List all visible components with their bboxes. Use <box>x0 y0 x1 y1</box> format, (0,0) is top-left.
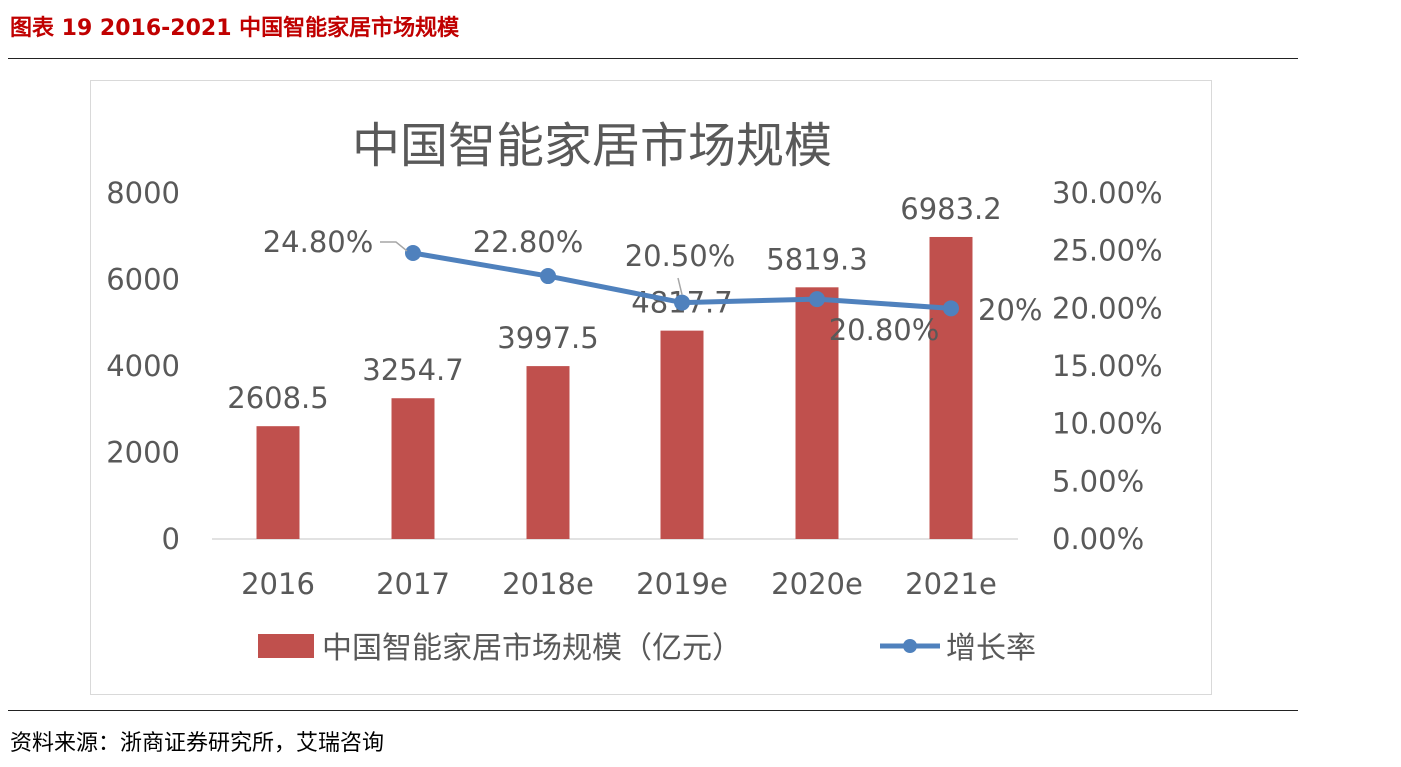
bar-data-label: 5819.3 <box>766 242 867 276</box>
bar <box>391 398 435 539</box>
left-tick-label: 8000 <box>106 176 180 210</box>
legend-line-label: 增长率 <box>946 631 1036 666</box>
growth-data-label: 22.80% <box>473 225 584 259</box>
growth-label-leader <box>677 277 683 295</box>
left-tick-label: 6000 <box>106 263 180 297</box>
x-tick-label: 2017 <box>376 567 450 601</box>
bar-data-label: 2608.5 <box>227 381 328 415</box>
bar <box>929 236 973 539</box>
growth-label-leader <box>380 241 408 252</box>
growth-rate-marker <box>674 294 690 311</box>
source-note: 资料来源：浙商证券研究所，艾瑞咨询 <box>10 731 385 756</box>
bar-data-label: 3997.5 <box>497 321 598 355</box>
growth-rate-marker <box>405 244 421 261</box>
growth-rate-marker <box>540 268 556 285</box>
bar <box>256 426 300 539</box>
legend: 中国智能家居市场规模（亿元） 增长率 <box>258 631 1036 666</box>
left-axis: 0 2000 4000 6000 8000 <box>106 176 180 556</box>
bottom-rule <box>8 710 1298 711</box>
bar-series <box>256 236 973 539</box>
growth-data-label: 20% <box>978 293 1042 327</box>
right-tick-label: 15.00% <box>1052 349 1163 383</box>
right-tick-label: 0.00% <box>1052 522 1144 556</box>
growth-data-label: 24.80% <box>263 225 374 259</box>
x-tick-label: 2019e <box>636 567 728 601</box>
bar-data-label: 6983.2 <box>900 192 1001 226</box>
right-tick-label: 30.00% <box>1052 176 1163 210</box>
growth-rate-marker <box>809 291 825 308</box>
right-tick-label: 10.00% <box>1052 407 1163 441</box>
growth-data-label: 20.80% <box>829 313 940 347</box>
line-series: 24.80% 22.80% 20.50% 20.80% 20% <box>263 225 1043 347</box>
right-axis: 0.00% 5.00% 10.00% 15.00% 20.00% 25.00% 30.00% <box>1052 176 1163 556</box>
left-tick-label: 4000 <box>106 349 180 383</box>
x-tick-label: 2020e <box>771 567 863 601</box>
x-axis: 2016 2017 2018e 2019e 2020e 2021e <box>241 567 997 601</box>
bar <box>660 330 704 539</box>
growth-data-label: 20.50% <box>625 239 736 273</box>
chart-frame <box>90 80 1212 695</box>
top-rule <box>8 58 1298 59</box>
growth-rate-marker <box>943 300 959 317</box>
chart-title: 中国智能家居市场规模 <box>352 118 832 174</box>
legend-line-marker <box>903 639 917 653</box>
right-tick-label: 5.00% <box>1052 464 1144 498</box>
left-tick-label: 0 <box>162 522 180 556</box>
right-tick-label: 25.00% <box>1052 234 1163 268</box>
right-tick-label: 20.00% <box>1052 291 1163 325</box>
x-tick-label: 2021e <box>905 567 997 601</box>
legend-bar-swatch <box>258 634 314 658</box>
legend-bar-label: 中国智能家居市场规模（亿元） <box>322 631 742 666</box>
x-tick-label: 2018e <box>502 567 594 601</box>
bar <box>526 366 570 539</box>
figure-caption: 图表 19 2016-2021 中国智能家居市场规模 <box>10 16 460 41</box>
left-tick-label: 2000 <box>106 436 180 470</box>
bar <box>795 287 839 539</box>
bar-data-label: 3254.7 <box>362 353 463 387</box>
x-tick-label: 2016 <box>241 567 315 601</box>
